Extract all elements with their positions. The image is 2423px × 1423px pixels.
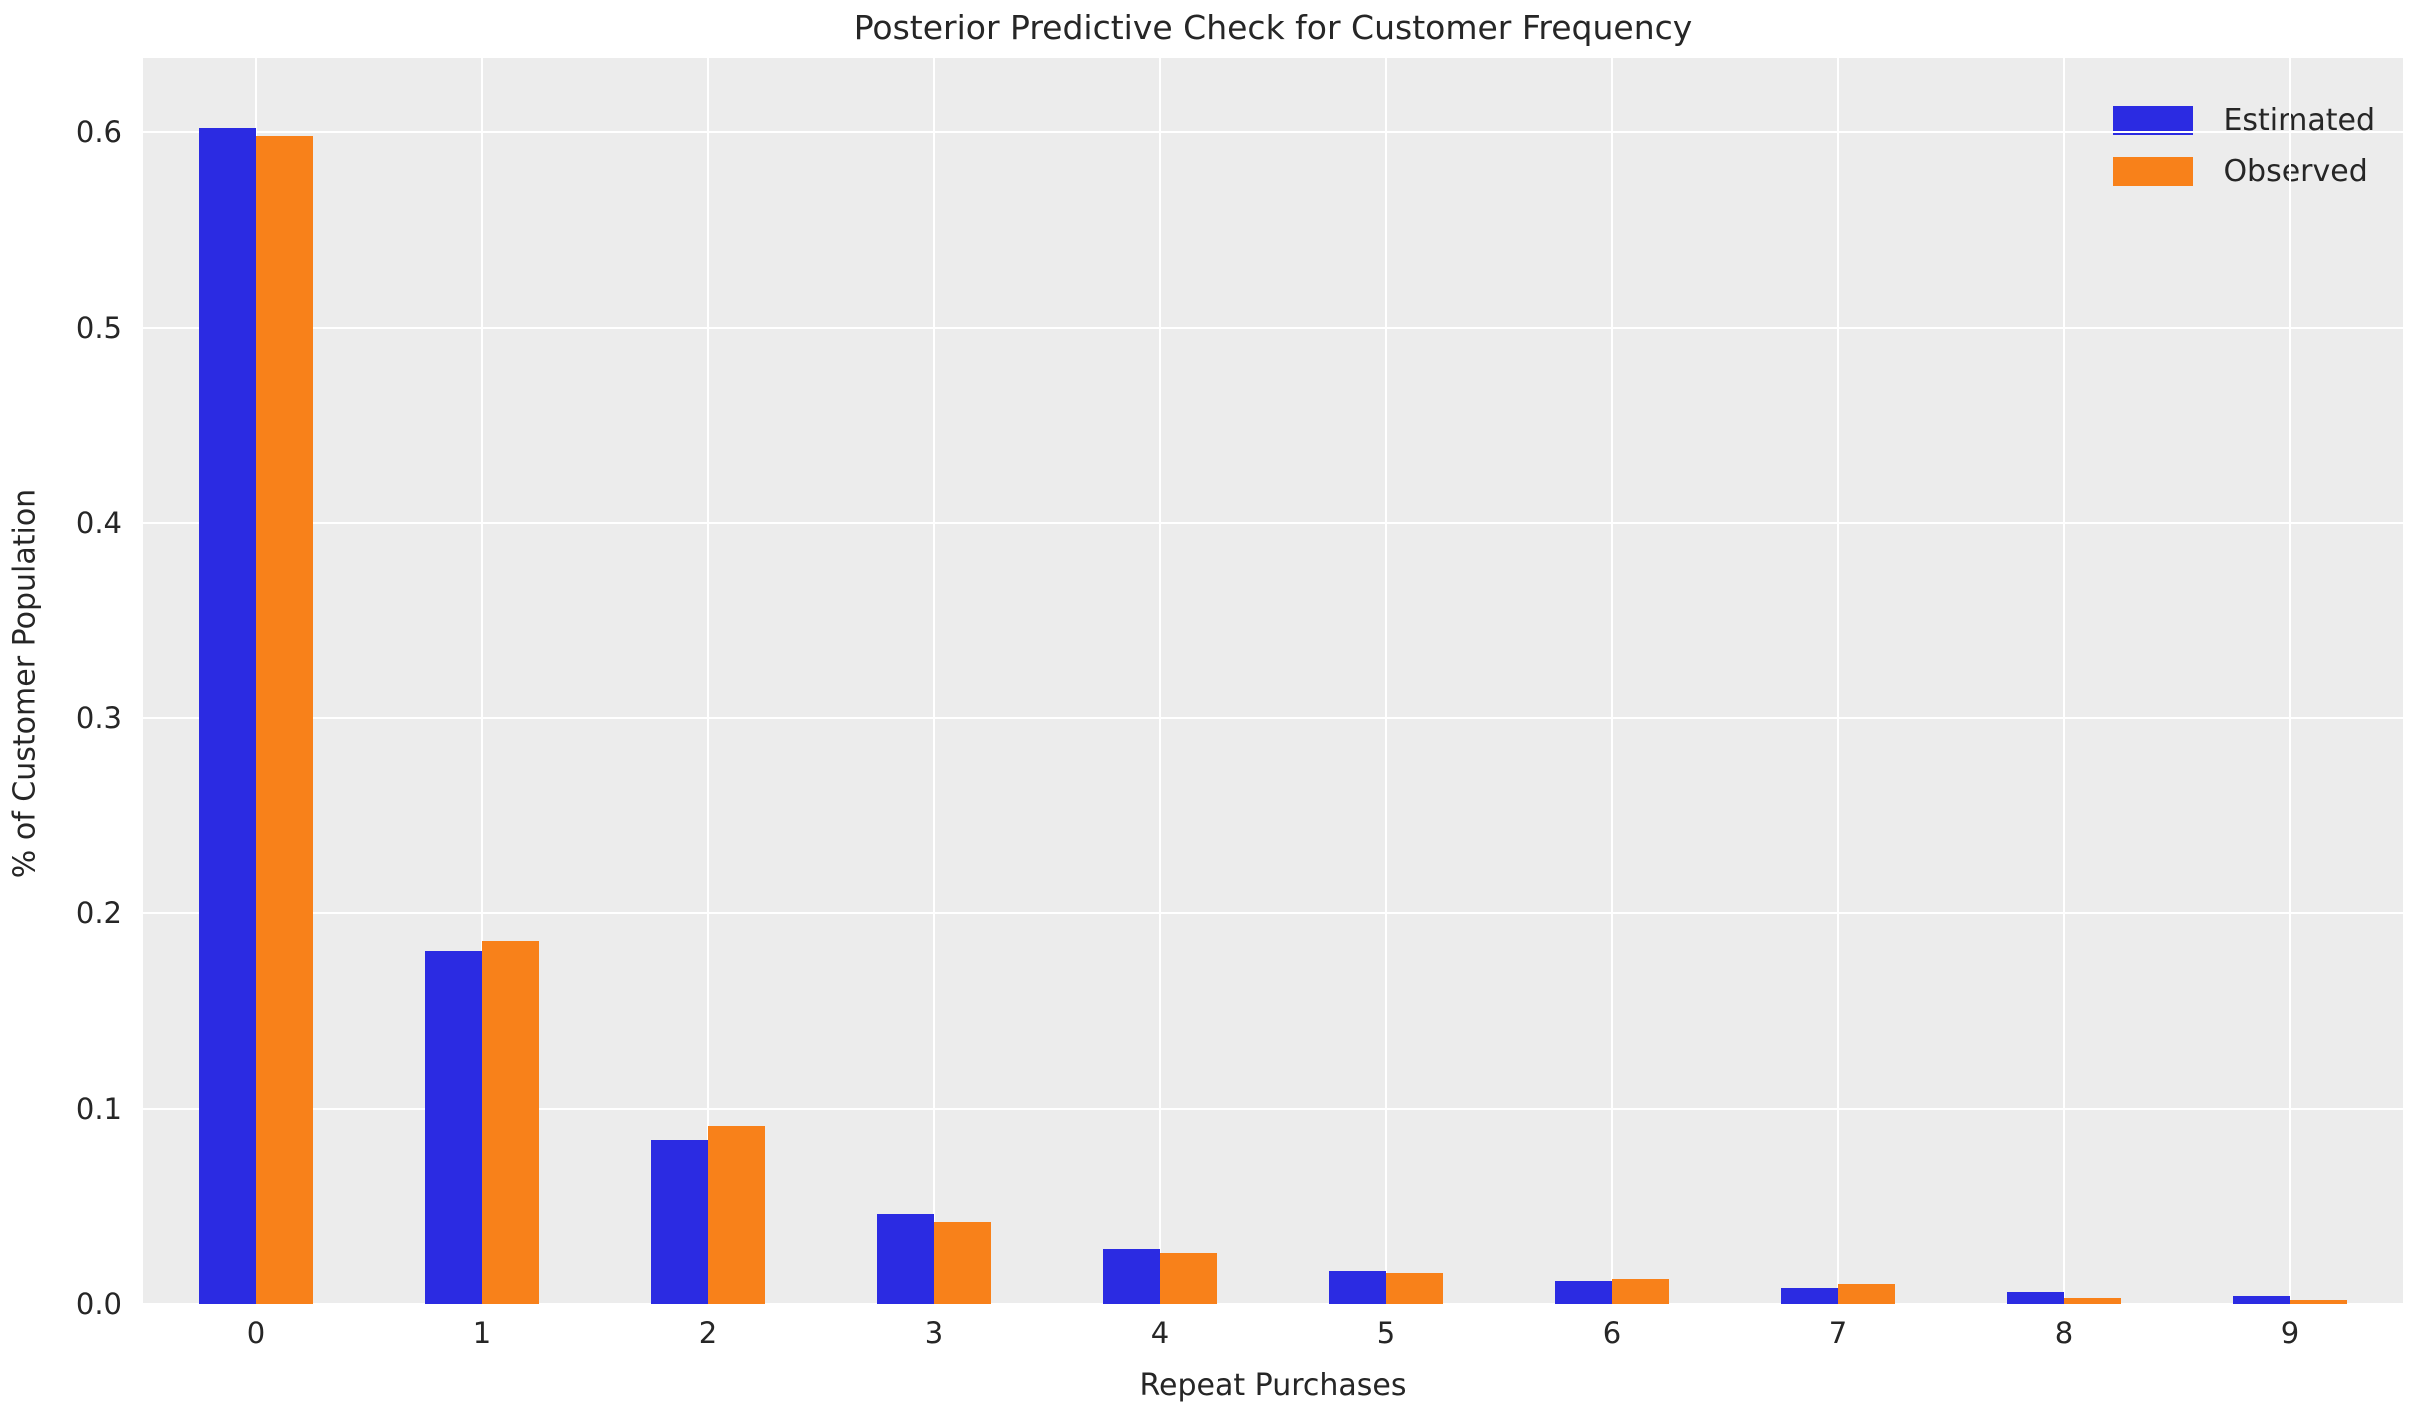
x-tick-label-6: 6 <box>1602 1316 1622 1350</box>
bar-estimated-6 <box>1555 1280 1612 1304</box>
bar-observed-4 <box>1160 1253 1217 1304</box>
grid-line-y-0.1 <box>143 1107 2403 1110</box>
y-tick-label-0.6: 0.6 <box>75 115 122 150</box>
bar-estimated-8 <box>2007 1292 2064 1304</box>
grid-line-x-8 <box>2063 58 2065 1304</box>
grid-line-y-0.3 <box>143 717 2403 720</box>
grid-line-y-0.5 <box>143 326 2403 329</box>
y-tick-label-0.3: 0.3 <box>75 701 122 736</box>
bar-estimated-9 <box>2233 1296 2290 1304</box>
y-tick-label-0.0: 0.0 <box>75 1287 122 1321</box>
grid-line-y-0.0 <box>143 1303 2403 1304</box>
grid-line-x-5 <box>1385 58 1387 1304</box>
bar-observed-0 <box>256 136 313 1304</box>
x-tick-label-1: 1 <box>472 1316 492 1350</box>
x-tick-label-7: 7 <box>1828 1316 1848 1350</box>
bar-observed-9 <box>2290 1300 2347 1304</box>
plot-area: Estimated Observed <box>143 58 2403 1304</box>
x-tick-label-2: 2 <box>698 1316 718 1350</box>
legend-swatch-observed <box>2113 157 2194 186</box>
bar-observed-7 <box>1838 1284 1895 1304</box>
grid-line-y-0.2 <box>143 912 2403 915</box>
x-tick-label-8: 8 <box>2054 1316 2074 1350</box>
bar-estimated-3 <box>877 1214 934 1304</box>
x-axis-label: Repeat Purchases <box>1139 1368 1407 1403</box>
grid-line-x-3 <box>933 58 935 1304</box>
grid-line-x-7 <box>1837 58 1839 1304</box>
bar-observed-2 <box>708 1126 765 1304</box>
bar-observed-6 <box>1612 1278 1669 1304</box>
grid-line-y-0.4 <box>143 521 2403 524</box>
bar-estimated-0 <box>199 128 256 1304</box>
bar-observed-3 <box>934 1221 991 1304</box>
bar-observed-8 <box>2064 1298 2121 1304</box>
grid-line-x-1 <box>481 58 483 1304</box>
x-tick-label-0: 0 <box>246 1316 266 1350</box>
x-tick-label-4: 4 <box>1150 1316 1170 1350</box>
x-tick-label-3: 3 <box>924 1316 944 1350</box>
legend-swatch-estimated <box>2113 106 2194 135</box>
grid-line-x-6 <box>1611 58 1613 1304</box>
legend: Estimated Observed <box>2113 103 2375 189</box>
grid-line-y-0.6 <box>143 131 2403 134</box>
bar-estimated-7 <box>1781 1288 1838 1304</box>
y-tick-label-0.4: 0.4 <box>75 505 122 540</box>
y-tick-label-0.2: 0.2 <box>75 896 122 931</box>
legend-label-observed: Observed <box>2223 154 2368 189</box>
x-tick-label-5: 5 <box>1376 1316 1396 1350</box>
y-tick-label-0.5: 0.5 <box>75 310 122 345</box>
bar-estimated-5 <box>1329 1270 1386 1304</box>
bar-estimated-1 <box>425 950 482 1304</box>
bar-observed-1 <box>482 940 539 1304</box>
bar-estimated-4 <box>1103 1249 1160 1304</box>
bar-estimated-2 <box>651 1139 708 1304</box>
grid-line-x-9 <box>2289 58 2291 1304</box>
y-tick-label-0.1: 0.1 <box>75 1091 122 1126</box>
legend-item-observed: Observed <box>2113 154 2375 189</box>
bar-observed-5 <box>1386 1272 1443 1304</box>
grid-line-x-4 <box>1159 58 1161 1304</box>
grid-line-x-2 <box>707 58 709 1304</box>
x-tick-label-9: 9 <box>2280 1316 2300 1350</box>
chart-title: Posterior Predictive Check for Customer … <box>853 8 1693 47</box>
